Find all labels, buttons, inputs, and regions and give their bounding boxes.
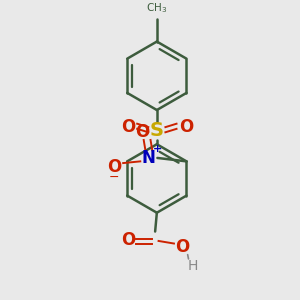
Text: O: O [176, 238, 190, 256]
Text: +: + [153, 144, 162, 154]
Text: H: H [188, 259, 198, 273]
Text: S: S [150, 121, 164, 140]
Text: −: − [109, 171, 119, 184]
Text: N: N [142, 149, 156, 167]
Text: O: O [107, 158, 122, 175]
Text: O: O [135, 123, 149, 141]
Text: O: O [121, 118, 135, 136]
Text: CH$_3$: CH$_3$ [146, 1, 167, 15]
Text: O: O [179, 118, 193, 136]
Text: O: O [121, 231, 135, 249]
